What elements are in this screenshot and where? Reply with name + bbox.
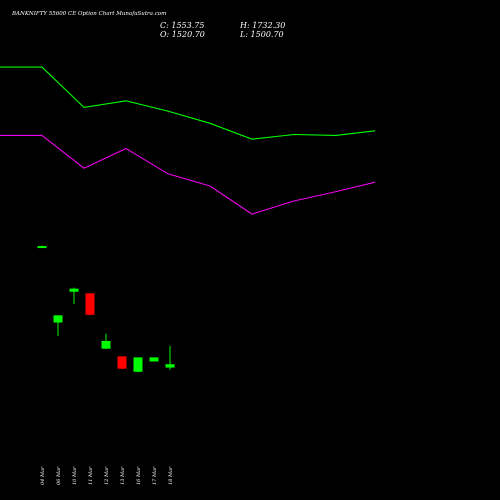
open-value: O: 1520.70	[160, 30, 205, 39]
indicator-line-2	[0, 134, 376, 215]
indicator-line-1	[0, 66, 376, 140]
close-value: C: 1553.75	[160, 21, 205, 30]
x-tick-label: 04 Mar	[40, 466, 46, 485]
x-tick-label: 13 Mar	[120, 466, 126, 485]
chart-title: BANKNIFTY 55600 CE Option Chart MunafaSu…	[12, 11, 167, 17]
indicator-lines	[0, 66, 376, 215]
x-axis-ticks: 04 Mar 06 Mar 10 Mar 11 Mar 12 Mar 13 Mar 16 M…	[40, 466, 174, 485]
candle-body	[117, 356, 127, 369]
high-value: H: 1732.30	[240, 21, 286, 30]
candle-body	[149, 357, 159, 362]
candle-body	[53, 315, 63, 323]
candle-body	[69, 288, 79, 292]
candle-body	[101, 340, 111, 349]
x-tick-label: 11 Mar	[88, 466, 94, 485]
candle-body	[85, 293, 95, 315]
x-tick-label: 06 Mar	[56, 466, 62, 485]
x-tick-label: 16 Mar	[136, 466, 142, 485]
candle-body	[165, 364, 175, 368]
low-value: L: 1500.70	[240, 30, 284, 39]
x-tick-label: 17 Mar	[152, 466, 158, 485]
candle-body	[37, 246, 47, 249]
x-tick-label: 18 Mar	[168, 466, 174, 485]
candle-body	[133, 357, 143, 372]
x-tick-label: 12 Mar	[104, 466, 110, 485]
candles	[37, 245, 175, 373]
x-tick-label: 10 Mar	[72, 466, 78, 485]
